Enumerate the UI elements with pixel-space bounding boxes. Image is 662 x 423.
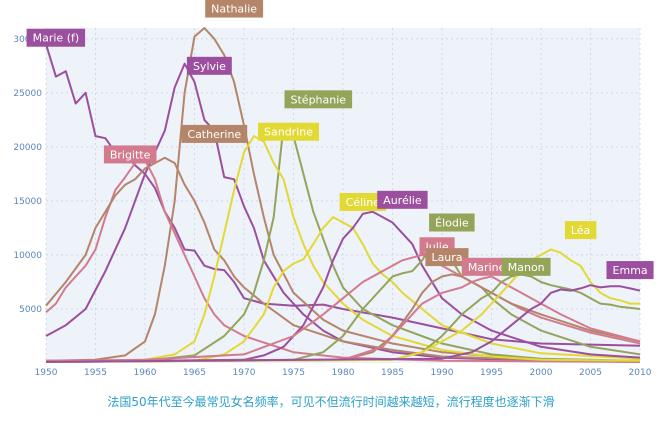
series-line-5	[45, 124, 641, 363]
series-line-15	[45, 284, 641, 363]
series-label-text: Manon	[508, 261, 545, 274]
series-label-box	[186, 56, 232, 75]
x-tick-label: 1985	[381, 368, 404, 378]
series-label-text: Marine	[468, 261, 506, 274]
x-tick-label: 1980	[332, 368, 355, 378]
series-label-box	[258, 122, 319, 141]
series-label-text: Élodie	[435, 217, 469, 230]
x-tick-label: 2000	[530, 368, 553, 378]
series-label-6: Sandrine	[258, 122, 319, 141]
series-label-box	[284, 90, 353, 109]
series-label-5: Stéphanie	[284, 90, 353, 109]
series-line-7	[45, 216, 641, 363]
x-tick-label: 1965	[183, 368, 206, 378]
series-label-box	[425, 248, 469, 267]
series-line-0	[45, 43, 641, 347]
series-label-box	[564, 221, 597, 240]
series-label-box	[461, 257, 512, 276]
series-label-box	[429, 213, 475, 232]
series-label-text: Aurélie	[383, 194, 422, 207]
series-label-text: Céline	[346, 196, 381, 209]
y-tick-label: 10000	[13, 251, 42, 261]
series-label-box	[377, 190, 428, 209]
x-tick-label: 1960	[134, 368, 157, 378]
series-label-14: Léa	[564, 221, 597, 240]
series-label-11: Laura	[425, 248, 469, 267]
series-label-text: Léa	[571, 224, 590, 237]
series-label-text: Catherine	[187, 128, 241, 141]
y-tick-label: 20000	[13, 143, 42, 153]
x-tick-label: 2010	[629, 368, 652, 378]
series-line-13	[45, 273, 641, 363]
x-tick-label: 1970	[233, 368, 256, 378]
series-label-text: Sylvie	[193, 60, 226, 73]
series-label-text: Nathalie	[211, 3, 257, 16]
series-label-text: Brigitte	[110, 148, 151, 161]
series-label-2: Sylvie	[186, 56, 232, 75]
series-label-text: Laura	[431, 251, 462, 264]
series-label-13: Manon	[501, 257, 551, 276]
series-label-8: Aurélie	[377, 190, 428, 209]
series-label-9: Élodie	[429, 213, 475, 232]
series-label-box	[339, 192, 386, 211]
x-tick-label: 1955	[84, 368, 107, 378]
series-label-3: Brigitte	[103, 145, 157, 164]
series-label-7: Céline	[339, 192, 386, 211]
series-label-12: Marine	[461, 257, 512, 276]
x-tick-label: 1975	[282, 368, 305, 378]
series-labels: Marie (f) Nathalie Sylvie Brigitte Catherine…	[26, 0, 654, 280]
series-line-6	[45, 135, 641, 363]
series-line-4	[45, 156, 641, 362]
series-label-0: Marie (f)	[26, 28, 86, 47]
y-tick-label: 15000	[13, 197, 42, 207]
series-line-3	[45, 158, 641, 363]
series-label-box	[501, 257, 551, 276]
series-label-text: Sandrine	[264, 126, 313, 139]
series-label-box	[181, 124, 248, 143]
series-label-1: Nathalie	[205, 0, 264, 18]
y-tick-label: 5000	[19, 305, 42, 315]
x-tick-label: 2005	[579, 368, 602, 378]
series-line-12	[45, 275, 641, 363]
series-label-text: Stéphanie	[291, 93, 347, 106]
series-label-15: Emma	[606, 261, 654, 280]
x-tick-label: 1990	[431, 368, 454, 378]
series-label-text: Marie (f)	[33, 32, 80, 45]
series-line-11	[45, 273, 641, 363]
series-lines	[45, 27, 641, 363]
series-label-box	[606, 261, 654, 280]
chart-caption: 法国50年代至今最常见女名频率，可见不但流行时间越来越短，流行程度也逐渐下滑	[107, 395, 555, 409]
series-label-4: Catherine	[181, 124, 248, 143]
x-tick-label: 1950	[35, 368, 58, 378]
series-label-text: Emma	[613, 264, 648, 277]
y-tick-label: 25000	[13, 89, 42, 99]
series-label-box	[205, 0, 264, 18]
x-tick-label: 1995	[480, 368, 503, 378]
series-line-14	[45, 248, 640, 363]
series-label-box	[26, 28, 86, 47]
series-label-box	[103, 145, 157, 164]
